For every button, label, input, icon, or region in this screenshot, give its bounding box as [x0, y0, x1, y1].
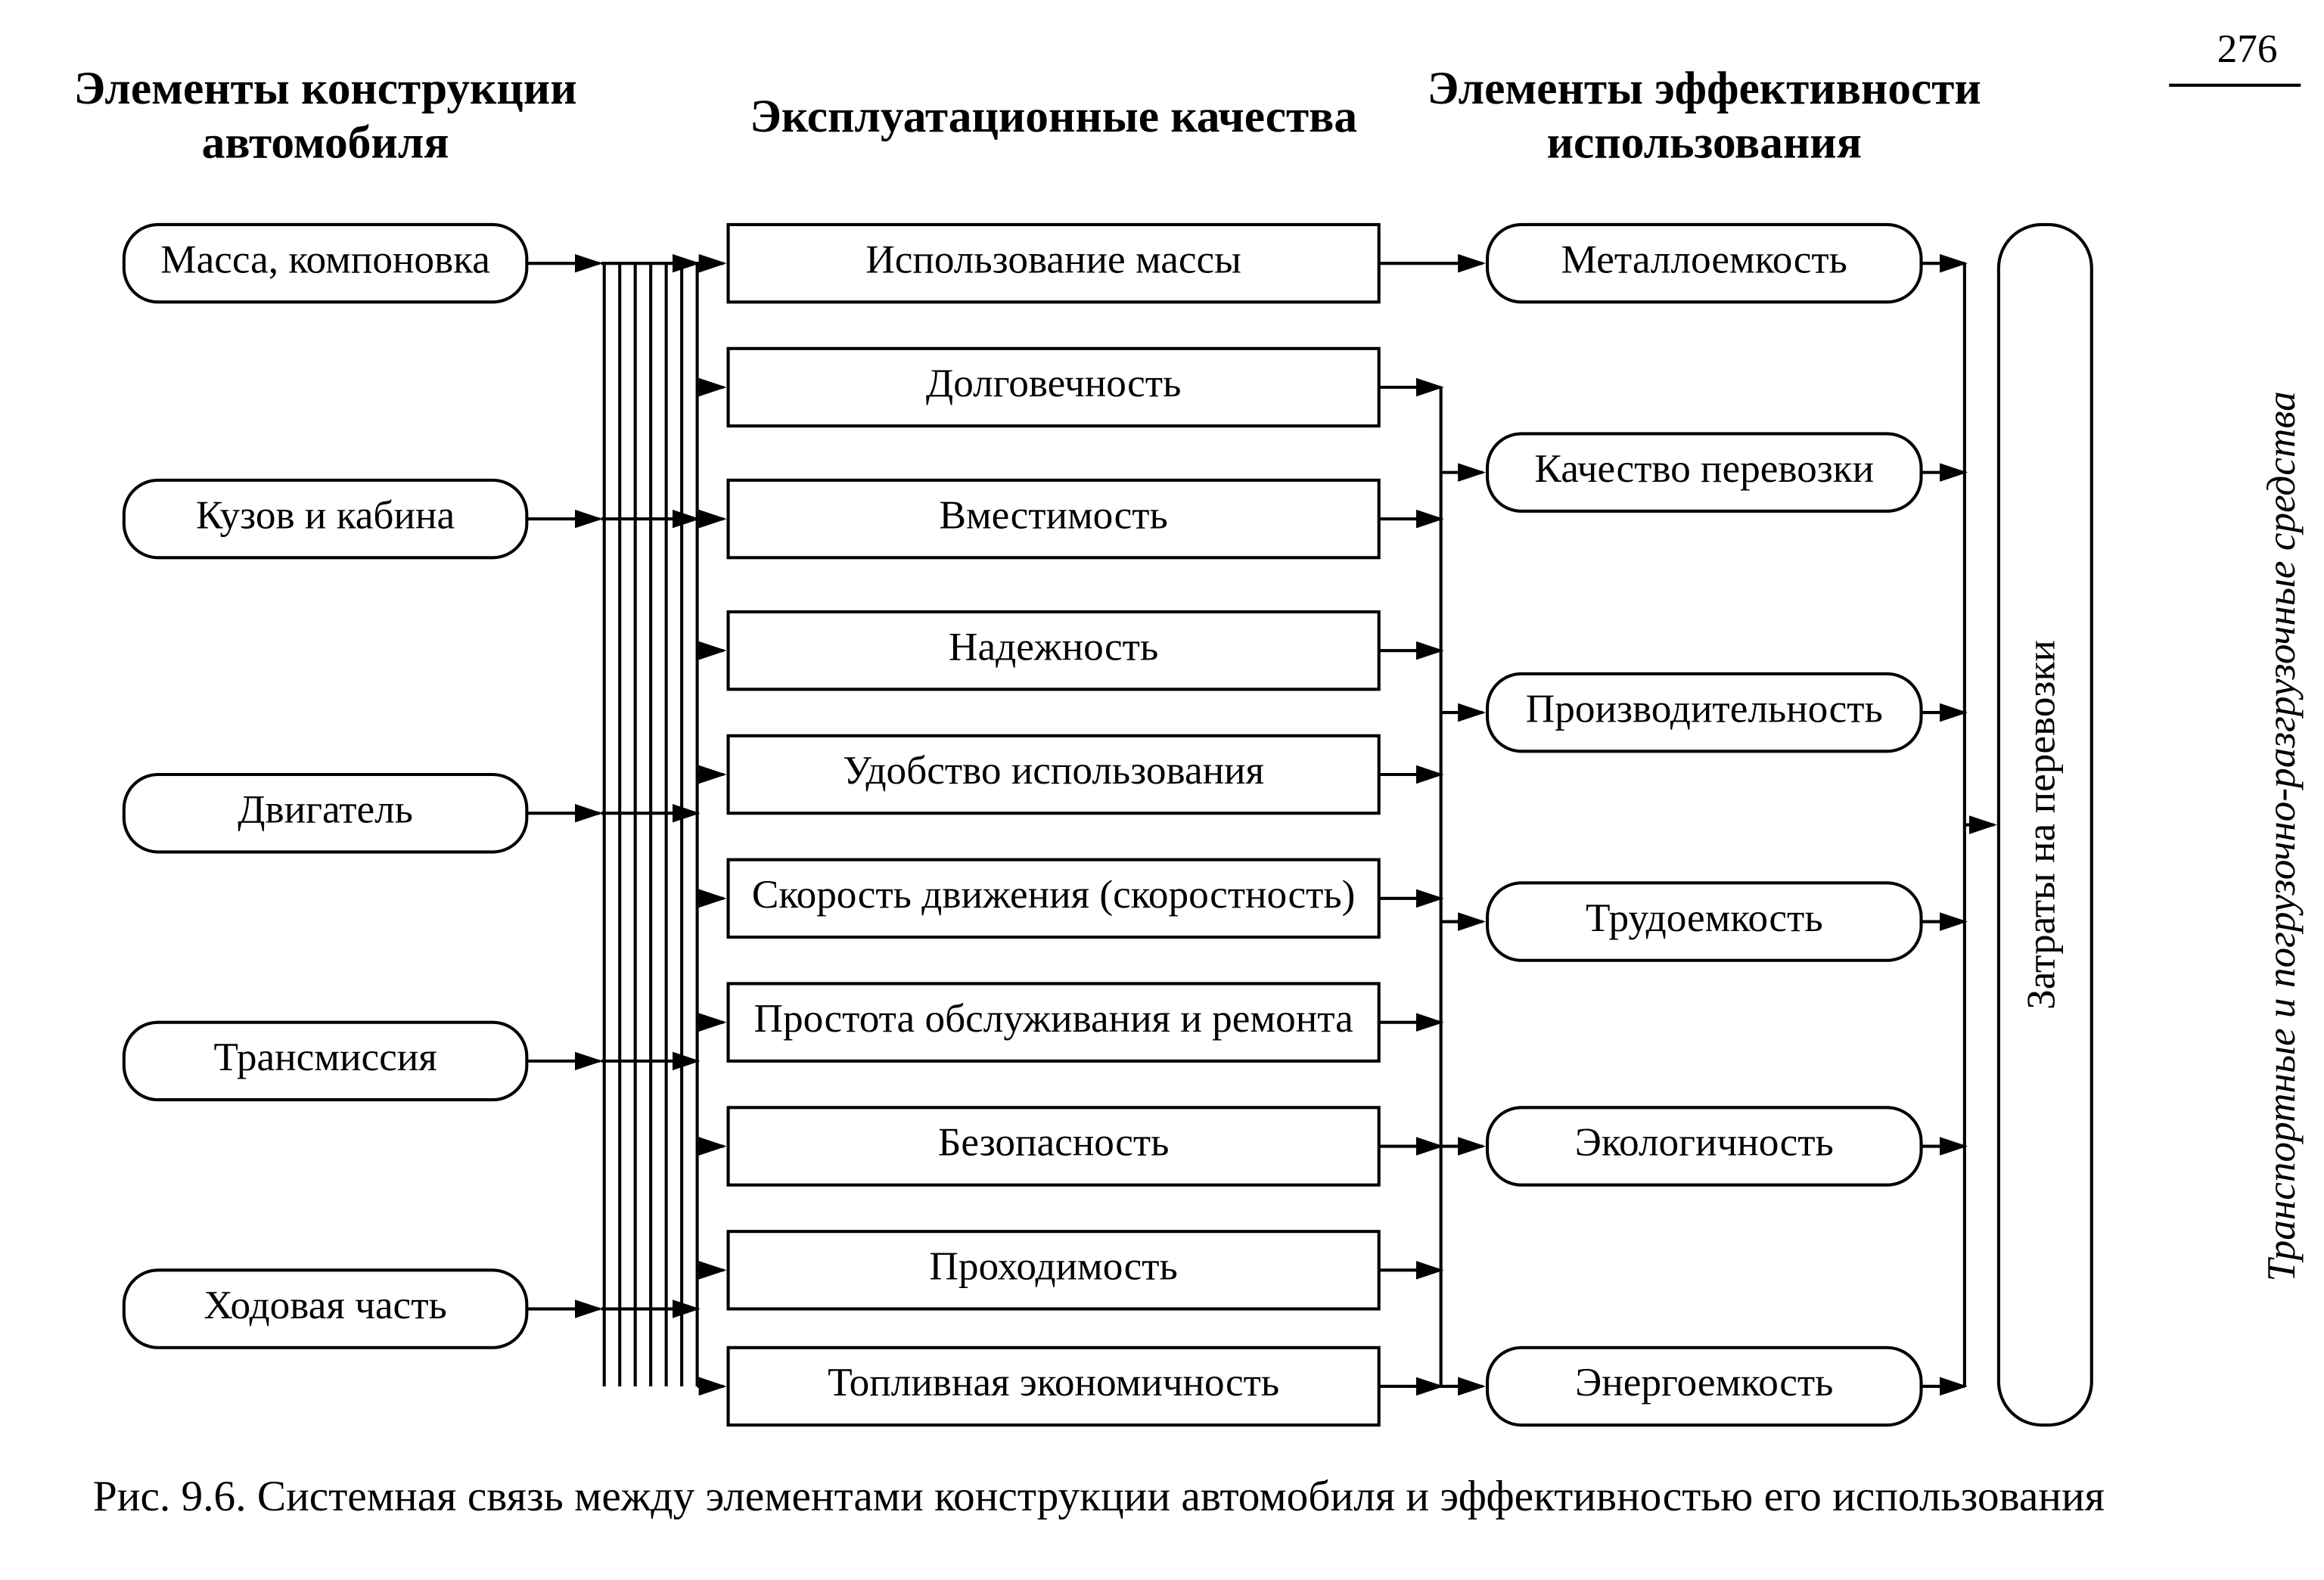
col1-node: Трансмиссия [213, 1035, 437, 1079]
col2-node: Удобство использования [843, 748, 1264, 793]
col1-node: Кузов и кабина [196, 492, 455, 537]
col2-node: Топливная экономичность [828, 1360, 1279, 1405]
col1-node: Двигатель [238, 787, 413, 831]
final-node: Затраты на перевозки [2019, 640, 2064, 1010]
col3-node: Энергоемкость [1575, 1360, 1833, 1405]
col3-node: Экологичность [1575, 1120, 1834, 1165]
col2-node: Надежность [949, 624, 1158, 669]
header-col3: использования [1547, 117, 1862, 169]
col2-node: Безопасность [938, 1120, 1170, 1165]
header-col1: автомобиля [202, 117, 449, 169]
col3-node: Трудоемкость [1586, 896, 1823, 940]
side-running-title: Транспортные и погрузочно-разгрузочные с… [2259, 391, 2304, 1281]
col1-node: Масса, компоновка [160, 237, 490, 281]
header-col2: Эксплуатационные качества [750, 91, 1357, 142]
col3-node: Металлоемкость [1561, 237, 1847, 281]
figure-caption: Рис. 9.6. Системная связь между элемента… [93, 1473, 2105, 1520]
page-number: 276 [2217, 26, 2278, 71]
col2-node: Проходимость [929, 1244, 1177, 1289]
col2-node: Простота обслуживания и ремонта [754, 996, 1353, 1041]
col1-node: Ходовая часть [204, 1283, 446, 1327]
header-col1: Элементы конструкции [74, 63, 577, 114]
col2-node: Скорость движения (скоростность) [752, 872, 1355, 917]
col3-node: Качество перевозки [1534, 446, 1874, 491]
header-col3: Элементы эффективности [1428, 63, 1981, 114]
col2-node: Использование массы [865, 237, 1241, 281]
col3-node: Производительность [1526, 686, 1883, 731]
col2-node: Долговечность [926, 361, 1181, 405]
flowchart-diagram: Элементы конструкцииавтомобиля Эксплуатац… [0, 0, 2324, 1580]
col2-node: Вместимость [939, 492, 1167, 537]
